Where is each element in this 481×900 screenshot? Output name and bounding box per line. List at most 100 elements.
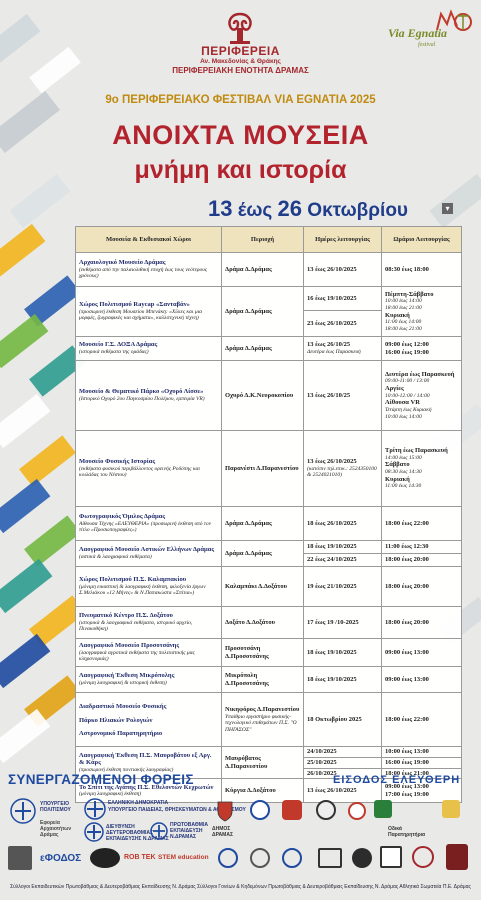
museum-hours: 11:00 έως 12:30 [381,540,462,554]
fire-service-icon [282,800,302,820]
museum-name: Αστρονομικό Παρατηρητήριο [79,730,163,738]
museum-place: Μαυρόβατος Δ.Παρανεστίου [221,745,304,780]
museum-name: Μουσείο & Θεματικό Πάρκο «Οχυρό Λίσσε» [79,388,204,396]
police-badge-icon [250,800,270,820]
main-title-line1: ΑΝΟΙΧΤΑ ΜΟΥΣΕΙΑ [112,120,369,150]
museum-place: Δράμα Δ.Δράμας [221,252,304,287]
partner-ministry3: ΔΙΕΥΘΥΝΣΗ ΔΕΥΤΕΡΟΒΑΘΜΙΑΣ ΕΚΠΑΙΔΕΥΣΗΣ Ν.Δ… [106,824,169,842]
museum-hours: 17:00 έως 19:00 [385,790,429,798]
scouts-icon [374,800,392,818]
hours-value: 10:00-12:00 / 14:00 [385,392,430,399]
museum-days: 16 έως 19/10/2025 [303,286,382,311]
museum-name: Πάρκο Ηλιακών Ρολογιών [79,716,153,724]
table-row: Αρχαιολογικό Μουσείο Δράμας (εκθέματα από… [75,252,462,287]
hours-value: 08:30 έως 14:30 [385,469,422,476]
museum-hours: 09:00 έως 13:00 [385,783,429,791]
museum-days: 13 έως 26/10/25 [303,360,382,431]
heritage-logo-icon [442,800,460,818]
school-logo-icon [218,848,238,868]
museum-place: Καλαμπάκι Δ.Δοξάτου [221,566,304,607]
hours-value: 18:00 έως 21:00 [385,304,422,311]
bird-logo-icon [90,848,120,868]
table-row: Διαδραστικό Μουσείο Φυσικής Πάρκο Ηλιακών… [75,692,462,747]
museum-desc: (μόνιμη λαογραφική & ιστορική έκθεση) [79,680,167,687]
partner-ministry2b: ΥΠΟΥΡΓΕΙΟ ΠΑΙΔΕΙΑΣ, ΘΡΗΣΚΕΥΜΑΤΩΝ & ΑΘΛΗΤ… [108,807,246,813]
free-entry-label: ΕΙΣΟΔΟΣ ΕΛΕΥΘΕΡΗ [333,774,461,786]
partner-arthur: Οδικά Παρατηρητήρια [388,826,426,838]
dropdown-badge-icon: ▾ [442,203,453,214]
museum-desc: (Ιστορικό Οχυρό 2ου Παγκοσμίου Πολέμου, … [79,396,205,403]
school-logo-icon [282,848,302,868]
museum-hours: 10:00 έως 13:00 [381,746,462,758]
table-row: Μουσείο Γ.Σ. ΔΟΞΑ Δράμας (ιστορικά εκθέμα… [75,336,462,361]
partner-dimos: ΔΗΜΟΣ ΔΡΑΜΑΣ [212,826,233,838]
table-row: 23 έως 26/10/2025 [76,310,462,337]
museum-hours: 18:00 έως 22:00 [381,506,462,541]
museum-name: Διαδραστικό Μουσείο Φυσικής [79,702,167,710]
museum-desc: (εκθέματα φυσικού περιβάλλοντος ορεινής … [79,465,200,479]
museum-place: Δράμα Δ.Δράμας [221,506,304,541]
table-row: Λαογραφική Έκθεση Μικρόπολης (μόνιμη λαογ… [75,666,462,693]
museum-days: 13 έως 26/10/2025 [303,252,382,287]
table-header-row: Μουσεία & Εκθεσιακοί Χώροι Περιοχή Ημέρε… [75,226,462,253]
museum-hours: 09:00 έως 13:00 [381,638,462,667]
hours-value: 11:00 έως 14:00 [385,319,422,326]
via-egnatia-logo-text: Via Egnatia [388,26,448,40]
school-logo-icon [250,848,270,868]
museum-name: Το Σπίτι της Αγάπης Π.Σ. Εθελοντών Κεχρω… [79,783,214,791]
army-emblem-icon [316,800,336,820]
museum-hours: 16:00 έως 19:00 [385,348,429,356]
municipality-crest-icon [217,801,233,822]
hours-value: 18:00 έως 21:00 [385,325,422,332]
museum-desc: (προσωρινή έκθεση Μουσείου Μπενάκη: «Χίλ… [79,308,203,322]
main-title-line2: μνήμη και ιστορία [134,156,347,184]
table-row: Πνευματικό Κέντρο Π.Σ. Δοξάτου (ιστορικά … [75,606,462,639]
museum-desc: (ιστορικά & λαογραφικά εκθέματα, ιστορικ… [79,619,193,633]
red-cross-icon [348,802,366,820]
museum-place: Δοξάτο Δ.Δοξάτου [221,606,304,639]
museum-hours: 09:00 έως 12:00 [385,340,429,348]
table-row: Χώρος Πολιτισμού Raycap «Σανταβάν» (προσω… [75,286,462,337]
table-row: Λαογραφικό Μουσείο Αστικών Ελλήνων Δράμα… [75,540,462,567]
hours-label: Κυριακή [385,475,410,483]
hours-value: 10:00 έως 14:00 [385,413,422,420]
museum-name: Λαογραφική Έκθεση Π.Σ. Μαυροβάτου εξ Αργ… [79,751,212,767]
association-logo-icon [412,846,434,868]
hours-value: 11:00 έως 14:30 [385,483,422,490]
hours-value: 10:00 έως 14:00 [385,298,422,305]
association-logo-icon [446,844,468,870]
museum-days: 18 έως 26/10/2025 [303,506,382,541]
greek-emblem-icon [10,798,36,824]
museum-name: Μουσείο Γ.Σ. ΔΟΞΑ Δράμας [79,341,158,349]
museum-days: 18 έως 19/10/2025 [303,666,382,693]
museum-hours: 18:00 έως 20:00 [381,606,462,639]
via-egnatia-logo-icon [436,9,472,31]
museum-place: Προσοτσάνη Δ.Προσοτσάνης [221,638,304,667]
footer-credits: Σύλλογοι Εκπαιδευτικών Πρωτοβάθμιας & Δε… [10,884,471,890]
table-row: Μουσείο Φυσικής Ιστορίας (εκθέματα φυσικο… [75,430,462,507]
museum-desc: (ιστορικά εκθέματα της ομάδας) [79,349,149,356]
org-name: ΠΕΡΙΦΕΡΕΙΑ [201,44,280,58]
museum-name: Λαογραφικό Μουσείο Προσοτσάνης [79,642,180,649]
museum-place: Δράμα Δ.Δράμας [221,286,304,337]
museum-name: Χώρος Πολιτισμού Raycap «Σανταβάν» [79,301,190,308]
museum-days: 18 έως 19/10/2025 [303,638,382,667]
hours-label: Τρίτη έως Παρασκευή [385,446,448,454]
partner-stem: STEM education [158,854,209,861]
museum-hours: 08:30 έως 18:00 [381,252,462,287]
hours-label: Δευτέρα έως Παρασκευή [385,370,455,378]
museum-days: 25/10/2025 [303,756,382,769]
partners-title: ΣΥΝΕΡΓΑΖΟΜΕΝΟΙ ΦΟΡΕΙΣ [8,772,194,787]
museum-days: 24/10/2025 [303,746,382,758]
partner-ministry1b: Εφορεία Αρχαιοτήτων Δράμας [40,820,72,838]
museum-name: Φωτογραφικός Όμιλος Δράμας [79,513,166,520]
table-row: Μουσείο & Θεματικό Πάρκο «Οχυρό Λίσσε» (Ι… [75,360,462,431]
museum-days-note: Δευτέρα έως Παρασκευή [307,349,361,356]
museum-place: Δράμα Δ.Δράμας [221,336,304,361]
museum-desc: (μόνιμη εικαστική & λαογραφική έκθεση, φ… [79,583,206,597]
hours-value: 14:00 έως 15:00 [385,454,422,461]
museum-place: Παρανέστι Δ.Παρανεστίου [221,430,304,507]
museum-desc: (προσωρινή έκθεση ποντιακής λαογραφίας) [79,767,174,774]
partner-ministry4: ΠΡΩΤΟΒΑΘΜΙΑ ΕΚΠΑΙΔΕΥΣΗ Ν.ΔΡΑΜΑΣ [170,822,208,840]
museum-hours: 18:00 έως 22:00 [381,692,462,747]
